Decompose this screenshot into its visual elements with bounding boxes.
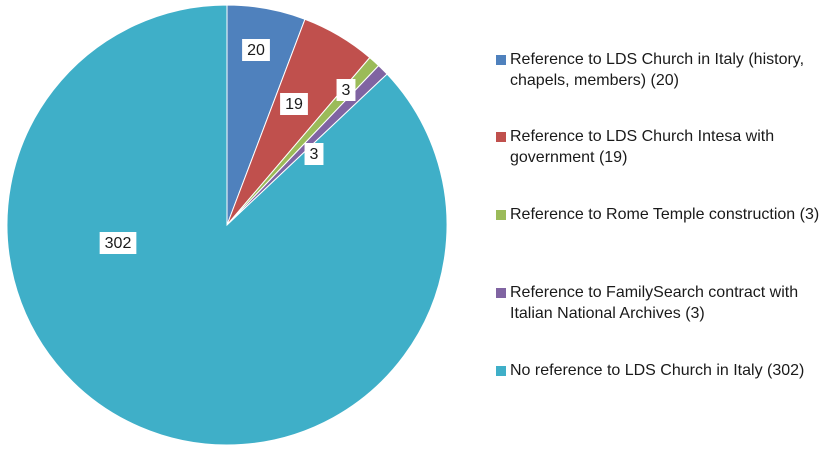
pie-slice [6,4,448,446]
data-label-box [242,39,270,61]
data-label-text: 3 [342,82,351,99]
data-label-box [280,93,308,115]
legend-label: Reference to Rome Temple construction (3… [510,206,819,223]
legend-swatch [496,366,506,376]
data-label: 20 [242,39,270,61]
data-label: 19 [280,93,308,115]
legend-line: Italian National Archives (3) [510,305,705,322]
data-label: 3 [304,143,324,165]
data-label-text: 3 [310,146,319,163]
legend-swatch [496,55,506,65]
legend-label: No reference to LDS Church in Italy (302… [510,362,804,379]
legend-swatch [496,132,506,142]
legend-label: Reference to LDS Church in Italy (histor… [510,51,804,89]
data-label-box [99,232,137,254]
legend-line: Reference to Rome Temple construction (3… [510,206,819,223]
legend-line: government (19) [510,149,627,166]
legend-line: Reference to FamilySearch contract with [510,284,798,301]
legend-label: Reference to LDS Church Intesa with gover… [510,128,774,166]
legend-line: Reference to LDS Church in Italy (histor… [510,51,804,68]
legend-line: Reference to LDS Church Intesa with [510,128,774,145]
data-label: 302 [99,232,137,254]
legend-swatch [496,210,506,220]
data-label: 3 [336,79,356,101]
data-label-box [304,143,324,165]
legend-line: chapels, members) (20) [510,72,679,89]
legend-line: No reference to LDS Church in Italy (302… [510,362,804,379]
data-label-text: 302 [105,235,132,252]
data-label-text: 19 [285,96,303,113]
legend-label: Reference to FamilySearch contract with I… [510,284,798,322]
legend-swatch [496,288,506,298]
data-label-box [336,79,356,101]
data-label-text: 20 [247,42,265,59]
